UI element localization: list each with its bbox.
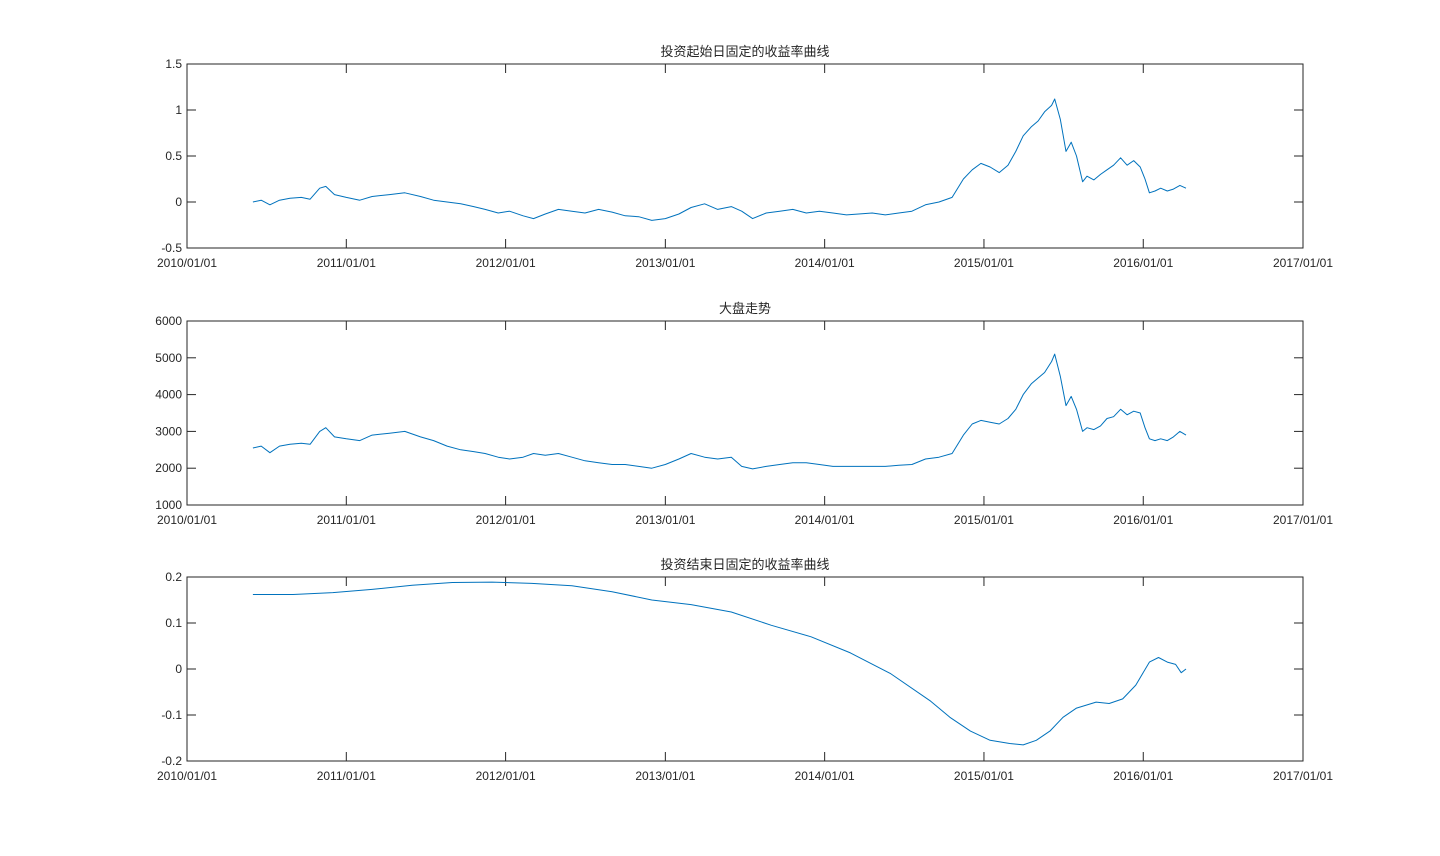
chart-title: 大盘走势 <box>719 301 771 317</box>
x-tick-label: 2013/01/01 <box>635 256 695 270</box>
y-tick-label: 0 <box>175 195 182 209</box>
y-tick-label: 5000 <box>155 351 182 365</box>
chart-market-trend: 大盘走势 2010/01/01 2011/01/01 2012/01/01 2013/… <box>155 301 1333 527</box>
chart-end-fixed-return: 投资结束日固定的收益率曲线 2010/01/01 2011/01/01 2012/0… <box>157 557 1333 783</box>
x-tick-label: 2015/01/01 <box>954 513 1014 527</box>
x-tick-label: 2017/01/01 <box>1273 769 1333 783</box>
x-tick-label: 2015/01/01 <box>954 769 1014 783</box>
y-tick-label: 1.5 <box>165 57 182 71</box>
x-tick-label: 2014/01/01 <box>795 256 855 270</box>
x-tick-label: 2016/01/01 <box>1113 256 1173 270</box>
x-tick-label: 2012/01/01 <box>476 769 536 783</box>
x-tick-label: 2010/01/01 <box>157 256 217 270</box>
y-tick-label: 0.1 <box>165 616 182 630</box>
y-tick-label: 4000 <box>155 388 182 402</box>
axes-box <box>186 576 1304 762</box>
x-tick-label: 2013/01/01 <box>635 769 695 783</box>
y-tick-label: 1 <box>175 103 182 117</box>
y-tick-label: -0.2 <box>161 754 182 768</box>
series-line <box>252 353 1187 470</box>
y-tick-label: 2000 <box>155 461 182 475</box>
chart-title: 投资结束日固定的收益率曲线 <box>660 557 829 573</box>
x-tick-label: 2013/01/01 <box>635 513 695 527</box>
chart-start-fixed-return: 投资起始日固定的收益率曲线 2010/01/01 2011/01/01 2012/0… <box>157 44 1333 270</box>
x-tick-label: 2011/01/01 <box>317 513 376 527</box>
axes-box <box>186 63 1304 249</box>
chart-title: 投资起始日固定的收益率曲线 <box>660 44 829 60</box>
y-tick-label: 0.5 <box>165 149 182 163</box>
x-tick-label: 2011/01/01 <box>317 256 376 270</box>
x-tick-label: 2011/01/01 <box>317 769 376 783</box>
x-tick-label: 2014/01/01 <box>795 513 855 527</box>
x-tick-label: 2012/01/01 <box>476 256 536 270</box>
x-tick-label: 2016/01/01 <box>1113 769 1173 783</box>
x-tick-label: 2010/01/01 <box>157 513 217 527</box>
x-tick-label: 2012/01/01 <box>476 513 536 527</box>
series-line <box>252 581 1187 746</box>
axes-box <box>186 320 1304 506</box>
y-tick-label: 6000 <box>155 314 182 328</box>
y-tick-label: 3000 <box>155 424 182 438</box>
x-tick-label: 2015/01/01 <box>954 256 1014 270</box>
y-tick-label: -0.1 <box>161 708 182 722</box>
series-line <box>252 98 1187 221</box>
x-tick-label: 2010/01/01 <box>157 769 217 783</box>
y-tick-label: 1000 <box>155 498 182 512</box>
y-tick-label: 0 <box>175 662 182 676</box>
y-tick-label: 0.2 <box>165 570 182 584</box>
x-tick-label: 2014/01/01 <box>795 769 855 783</box>
x-tick-label: 2016/01/01 <box>1113 513 1173 527</box>
x-tick-label: 2017/01/01 <box>1273 513 1333 527</box>
x-tick-label: 2017/01/01 <box>1273 256 1333 270</box>
y-tick-label: -0.5 <box>161 241 182 255</box>
